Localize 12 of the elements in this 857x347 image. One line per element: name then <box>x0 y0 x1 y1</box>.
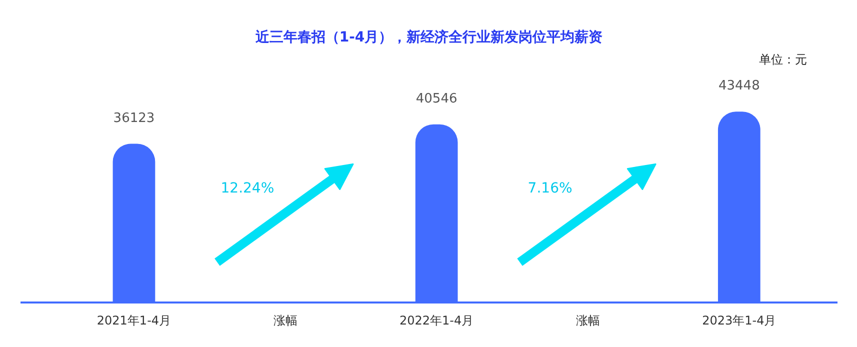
x-tick-label: 2021年1-4月 <box>96 314 172 328</box>
annotation: 12.24% <box>220 180 274 197</box>
x-tick-label: 2023年1-4月 <box>702 314 776 328</box>
text: 单位：元 <box>759 52 808 66</box>
x-tick-label: 涨幅 <box>273 314 298 328</box>
x-tick-label: 涨幅 <box>576 314 600 328</box>
annotation: 7.16% <box>528 180 572 197</box>
data-label: 40546 <box>416 91 458 106</box>
x-tick-label: 2022年1-4月 <box>399 314 474 328</box>
data-label: 43448 <box>718 78 760 94</box>
chart-title: 近三年春招（1-4月），新经济全行业新发岗位平均薪资 <box>254 28 603 46</box>
data-label: 36123 <box>113 110 155 126</box>
